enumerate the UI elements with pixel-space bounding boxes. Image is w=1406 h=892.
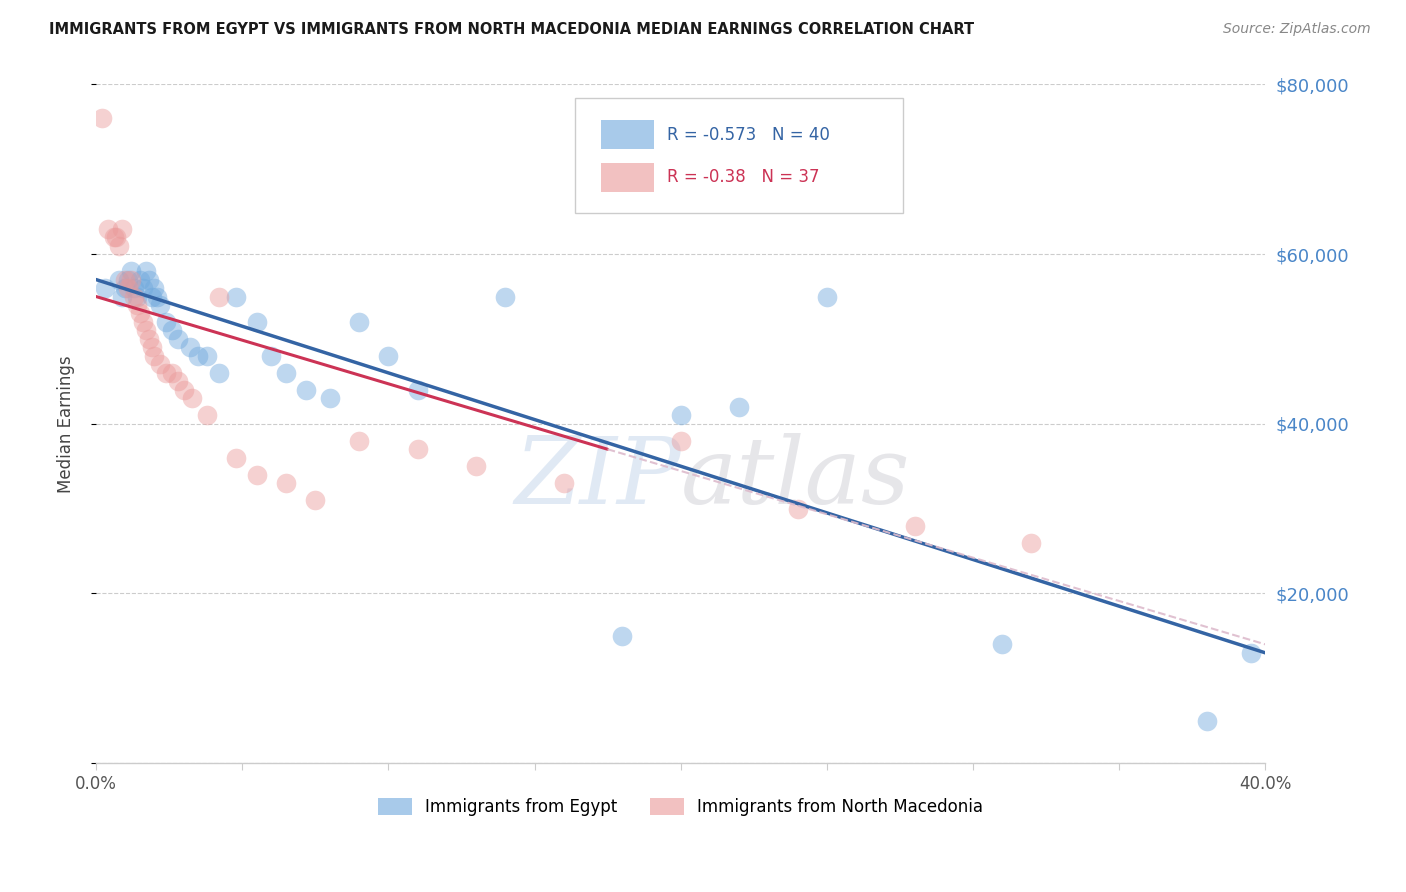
Point: [225, 289, 247, 303]
Point: [117, 281, 139, 295]
Point: [125, 298, 148, 312]
Point: [120, 264, 142, 278]
Text: atlas: atlas: [681, 434, 910, 523]
Point: [208, 289, 231, 303]
Point: [146, 289, 169, 303]
Text: R = -0.38   N = 37: R = -0.38 N = 37: [666, 169, 820, 186]
Point: [128, 272, 150, 286]
Point: [612, 629, 634, 643]
Point: [149, 298, 172, 312]
Point: [225, 450, 247, 465]
Point: [903, 518, 925, 533]
FancyBboxPatch shape: [602, 120, 654, 149]
Point: [274, 476, 297, 491]
Point: [347, 315, 370, 329]
Point: [669, 409, 692, 423]
Point: [111, 289, 134, 303]
Point: [815, 289, 838, 303]
Point: [208, 366, 231, 380]
Point: [304, 493, 326, 508]
Point: [195, 409, 218, 423]
Point: [111, 221, 134, 235]
Point: [494, 289, 516, 303]
Point: [90, 112, 112, 126]
Point: [465, 459, 488, 474]
Point: [138, 332, 160, 346]
Point: [108, 272, 131, 286]
Point: [120, 272, 142, 286]
Point: [135, 264, 157, 278]
Point: [132, 281, 155, 295]
Point: [97, 221, 120, 235]
Point: [246, 467, 269, 482]
Point: [991, 637, 1014, 651]
Point: [114, 281, 136, 295]
Point: [1195, 714, 1218, 728]
Point: [406, 442, 429, 457]
Point: [295, 383, 318, 397]
Point: [94, 281, 117, 295]
Point: [260, 349, 283, 363]
Point: [114, 272, 136, 286]
Text: R = -0.573   N = 40: R = -0.573 N = 40: [666, 126, 830, 144]
Point: [105, 230, 128, 244]
Point: [143, 349, 166, 363]
Point: [117, 272, 139, 286]
Point: [160, 323, 183, 337]
Point: [786, 501, 808, 516]
Point: [149, 358, 172, 372]
Point: [553, 476, 575, 491]
Y-axis label: Median Earnings: Median Earnings: [58, 355, 75, 492]
Point: [141, 289, 163, 303]
Point: [167, 332, 190, 346]
Point: [728, 400, 751, 414]
Legend: Immigrants from Egypt, Immigrants from North Macedonia: Immigrants from Egypt, Immigrants from N…: [371, 791, 990, 822]
Point: [319, 392, 342, 406]
Point: [1240, 646, 1263, 660]
Text: IMMIGRANTS FROM EGYPT VS IMMIGRANTS FROM NORTH MACEDONIA MEDIAN EARNINGS CORRELA: IMMIGRANTS FROM EGYPT VS IMMIGRANTS FROM…: [49, 22, 974, 37]
Point: [135, 323, 157, 337]
Point: [669, 434, 692, 448]
Point: [141, 340, 163, 354]
Point: [274, 366, 297, 380]
Point: [132, 315, 155, 329]
Point: [128, 306, 150, 320]
Point: [122, 289, 145, 303]
FancyBboxPatch shape: [602, 163, 654, 192]
Point: [377, 349, 399, 363]
FancyBboxPatch shape: [575, 98, 903, 213]
Point: [103, 230, 125, 244]
Point: [155, 315, 177, 329]
Point: [143, 281, 166, 295]
Point: [108, 238, 131, 252]
Point: [122, 281, 145, 295]
Point: [1021, 535, 1043, 549]
Point: [187, 349, 209, 363]
Point: [167, 375, 190, 389]
Point: [160, 366, 183, 380]
Point: [179, 340, 201, 354]
Point: [138, 272, 160, 286]
Text: Source: ZipAtlas.com: Source: ZipAtlas.com: [1223, 22, 1371, 37]
Point: [125, 289, 148, 303]
Point: [246, 315, 269, 329]
Point: [181, 392, 204, 406]
Point: [195, 349, 218, 363]
Point: [406, 383, 429, 397]
Point: [155, 366, 177, 380]
Text: ZIP: ZIP: [515, 434, 681, 523]
Point: [173, 383, 195, 397]
Point: [347, 434, 370, 448]
